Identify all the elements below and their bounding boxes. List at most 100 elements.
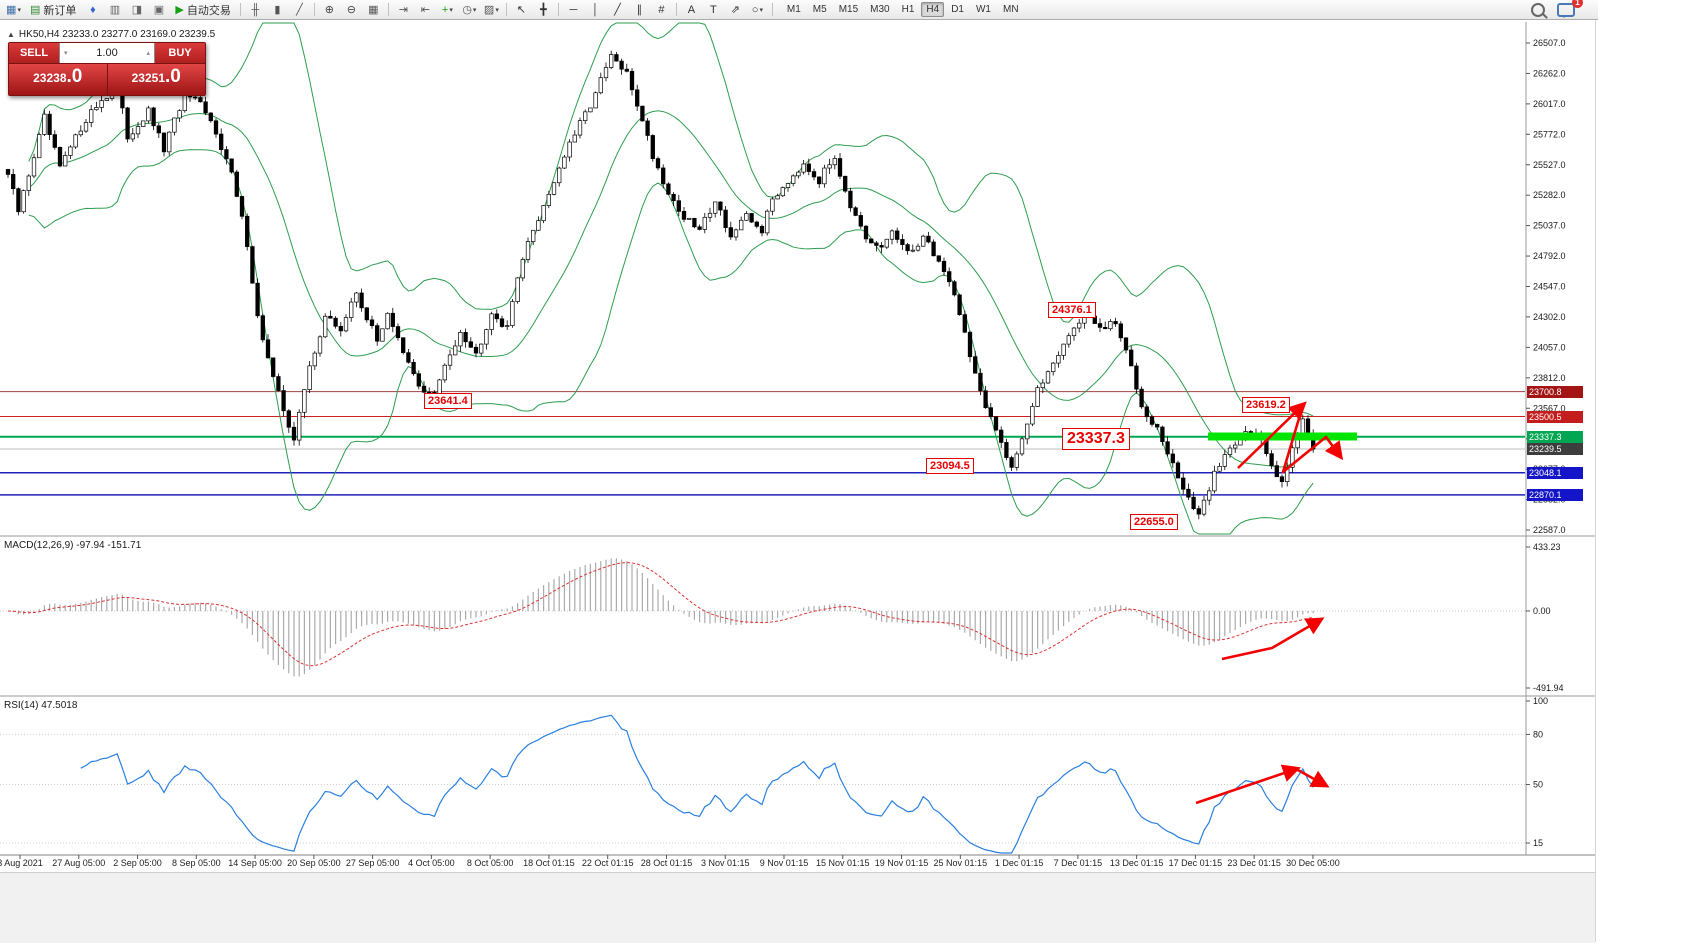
rsi-line xyxy=(80,714,1314,854)
auto-scroll-icon[interactable]: ⇥ xyxy=(398,3,408,16)
toolbar-separator xyxy=(771,3,773,16)
toolbar-separator xyxy=(313,3,315,16)
crosshair-icon[interactable]: ╋ xyxy=(540,3,547,16)
timeframe-M1[interactable]: M1 xyxy=(786,4,801,15)
price-annotation[interactable]: 23641.4 xyxy=(424,393,472,409)
shapes-icon[interactable]: ○ ▾ xyxy=(751,3,763,16)
one-click-trading-panel: SELL ▾ 1.00 ▴ BUY 23238.0 23251.0 xyxy=(8,42,206,96)
svg-text:26017.0: 26017.0 xyxy=(1533,99,1566,109)
svg-text:19 Nov 01:15: 19 Nov 01:15 xyxy=(875,858,929,868)
bar-chart-icon[interactable]: ╫ xyxy=(251,3,260,16)
sell-price-button[interactable]: 23238.0 xyxy=(9,64,107,95)
timeframe-M15[interactable]: M15 xyxy=(838,4,859,15)
timeframe-M30[interactable]: M30 xyxy=(870,4,890,15)
line-chart-icon[interactable]: ╱ xyxy=(296,3,303,16)
volume-decrease-icon[interactable]: ▾ xyxy=(64,50,68,57)
price-tag: 23048.1 xyxy=(1527,466,1583,479)
trend-arrow[interactable] xyxy=(1281,404,1344,474)
trend-arrow[interactable] xyxy=(1237,401,1307,469)
buy-price-button[interactable]: 23251.0 xyxy=(106,64,205,95)
toolbar-separator xyxy=(505,3,507,16)
templates-icon[interactable]: ▨ ▾ xyxy=(483,3,499,16)
tile-windows-icon[interactable]: ▦ xyxy=(368,3,379,16)
label-icon[interactable]: T xyxy=(710,3,717,16)
price-annotation[interactable]: 23619.2 xyxy=(1242,397,1290,413)
new-order-button[interactable]: ▤ 新订单 xyxy=(30,4,77,17)
channel-icon[interactable]: ∥ xyxy=(636,3,643,16)
candles xyxy=(5,50,1316,520)
toolbar-separator xyxy=(239,3,241,16)
price-tag: 23500.5 xyxy=(1527,410,1583,423)
svg-text:26262.0: 26262.0 xyxy=(1533,68,1566,78)
text-icon[interactable]: A xyxy=(687,3,696,16)
macd-label: MACD(12,26,9) -97.94 -151.71 xyxy=(4,540,142,551)
timeframe-W1[interactable]: W1 xyxy=(975,4,991,15)
svg-text:30 Dec 05:00: 30 Dec 05:00 xyxy=(1286,858,1340,868)
trend-arrow[interactable] xyxy=(1295,767,1330,788)
svg-text:25772.0: 25772.0 xyxy=(1533,129,1566,139)
timeframe-H4[interactable]: H4 xyxy=(921,2,945,17)
notifications-button[interactable]: 1 xyxy=(1557,0,1583,18)
svg-text:50: 50 xyxy=(1533,780,1543,790)
svg-text:14 Sep 05:00: 14 Sep 05:00 xyxy=(228,858,282,868)
price-tag: 23239.5 xyxy=(1527,442,1583,455)
buy-button[interactable]: BUY xyxy=(155,43,205,63)
data-window-icon[interactable]: ▥ xyxy=(109,3,121,16)
svg-text:8 Oct 05:00: 8 Oct 05:00 xyxy=(467,858,514,868)
svg-text:20 Sep 05:00: 20 Sep 05:00 xyxy=(287,858,341,868)
svg-text:-491.94: -491.94 xyxy=(1533,683,1564,693)
price-annotation[interactable]: 23337.3 xyxy=(1062,428,1130,450)
indicators-icon[interactable]: + ▾ xyxy=(441,3,453,16)
chart-window[interactable]: 26507.0 26262.0 26017.0 25772.0 25527.0 25282… xyxy=(0,20,1595,872)
fibonacci-icon[interactable]: # xyxy=(658,3,665,16)
green-zone[interactable] xyxy=(1208,432,1357,441)
search-icon[interactable] xyxy=(1531,2,1545,17)
candlestick-chart-icon[interactable]: ▮ xyxy=(274,3,281,16)
auto-trading-button[interactable]: ▶ 自动交易 xyxy=(175,4,231,17)
price-chart-canvas[interactable]: 26507.0 26262.0 26017.0 25772.0 25527.0 25282… xyxy=(0,20,1595,872)
chart-shift-icon[interactable]: ⇤ xyxy=(420,3,430,16)
notification-badge: 1 xyxy=(1572,0,1583,8)
svg-text:3 Nov 01:15: 3 Nov 01:15 xyxy=(701,858,750,868)
horizontal-line-icon[interactable]: ─ xyxy=(569,3,578,16)
price-annotation[interactable]: 22655.0 xyxy=(1130,514,1178,530)
svg-text:18 Oct 01:15: 18 Oct 01:15 xyxy=(523,858,575,868)
svg-text:23812.0: 23812.0 xyxy=(1533,373,1566,383)
svg-text:1 Dec 01:15: 1 Dec 01:15 xyxy=(995,858,1044,868)
chart-symbol-header: ▲ HK50,H4 23233.0 23277.0 23169.0 23239.… xyxy=(7,29,215,40)
bollinger-bands xyxy=(28,22,1314,535)
trendline-icon[interactable]: ╱ xyxy=(614,3,621,16)
cursor-icon[interactable]: ↖ xyxy=(516,3,526,16)
new-chart-icon[interactable]: ▦ ▾ xyxy=(6,3,21,16)
rsi-label: RSI(14) 47.5018 xyxy=(4,700,78,711)
trend-arrow[interactable] xyxy=(1195,764,1301,805)
arrows-tool-icon[interactable]: ⇗ xyxy=(730,3,740,16)
zoom-in-icon[interactable]: ⊕ xyxy=(324,3,334,16)
svg-text:24302.0: 24302.0 xyxy=(1533,312,1566,322)
volume-input[interactable]: ▾ 1.00 ▴ xyxy=(59,43,155,63)
price-annotation[interactable]: 24376.1 xyxy=(1048,302,1096,318)
vertical-line-icon[interactable]: │ xyxy=(591,3,599,16)
trend-arrow[interactable] xyxy=(1221,617,1325,661)
timeframe-H1[interactable]: H1 xyxy=(901,4,915,15)
price-annotation[interactable]: 23094.5 xyxy=(926,458,974,474)
periods-icon[interactable]: ◷ ▾ xyxy=(462,3,477,16)
svg-text:13 Dec 01:15: 13 Dec 01:15 xyxy=(1110,858,1164,868)
svg-text:3 Aug 2021: 3 Aug 2021 xyxy=(0,858,43,868)
timeframe-M5[interactable]: M5 xyxy=(812,4,827,15)
volume-increase-icon[interactable]: ▴ xyxy=(146,50,150,57)
zoom-out-icon[interactable]: ⊖ xyxy=(346,3,356,16)
navigator-icon[interactable]: ◨ xyxy=(131,3,143,16)
market-watch-icon[interactable]: ♦ xyxy=(90,3,96,16)
svg-text:23 Dec 01:15: 23 Dec 01:15 xyxy=(1227,858,1281,868)
svg-text:27 Sep 05:00: 27 Sep 05:00 xyxy=(346,858,400,868)
status-strip xyxy=(0,872,1595,943)
timeframe-toolbar: M1 M5 M15 M30 H1 H4 D1 W1 MN xyxy=(781,2,1025,17)
sell-button[interactable]: SELL xyxy=(9,43,59,63)
window-right-edge xyxy=(1595,0,1596,942)
timeframe-MN[interactable]: MN xyxy=(1002,4,1019,15)
svg-text:2 Sep 05:00: 2 Sep 05:00 xyxy=(113,858,162,868)
terminal-icon[interactable]: ▣ xyxy=(153,3,165,16)
svg-text:15: 15 xyxy=(1533,838,1543,848)
timeframe-D1[interactable]: D1 xyxy=(951,4,964,15)
